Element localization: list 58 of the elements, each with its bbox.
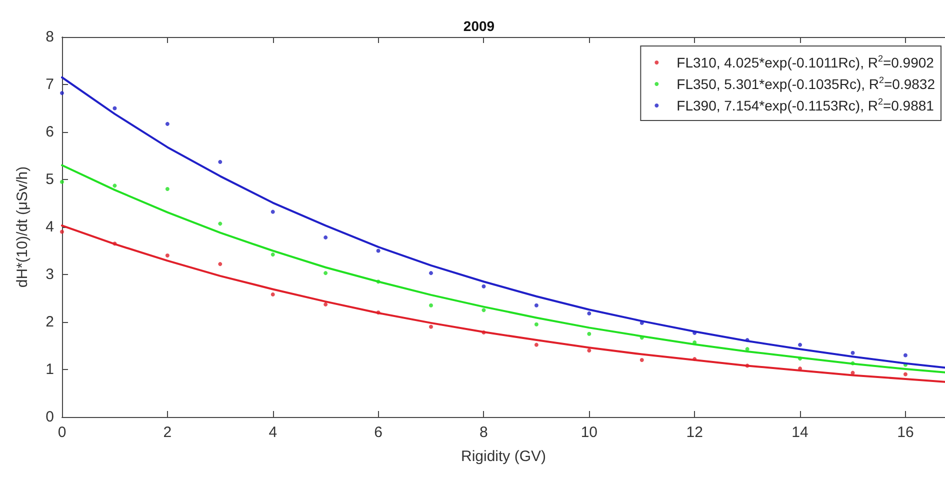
point bbox=[270, 252, 275, 257]
point bbox=[534, 322, 538, 326]
point bbox=[587, 348, 592, 352]
chart-title: 2009 bbox=[463, 18, 495, 34]
point bbox=[429, 303, 434, 308]
y-axis-title: dH*(10)/dt (μSv/h) bbox=[14, 166, 31, 288]
point bbox=[165, 254, 170, 258]
point bbox=[534, 303, 538, 308]
x-tick-label: 8 bbox=[480, 424, 488, 441]
x-tick-label: 2 bbox=[163, 424, 172, 441]
point bbox=[165, 122, 170, 126]
y-tick-label: 0 bbox=[46, 408, 54, 426]
x-tick-label: 0 bbox=[58, 424, 66, 441]
y-tick-label: 8 bbox=[46, 28, 54, 46]
point bbox=[324, 302, 328, 306]
x-axis-title: Rigidity (GV) bbox=[460, 448, 546, 465]
x-tick-label: 12 bbox=[686, 424, 703, 441]
y-tick-label: 4 bbox=[46, 218, 54, 236]
point bbox=[534, 342, 538, 347]
point bbox=[60, 180, 64, 184]
x-tick-label: 16 bbox=[897, 424, 914, 441]
line-series bbox=[61, 224, 945, 383]
point bbox=[903, 372, 908, 376]
y-tick-label: 1 bbox=[46, 361, 54, 378]
point bbox=[482, 284, 486, 288]
point bbox=[903, 353, 908, 358]
point bbox=[60, 230, 64, 234]
point bbox=[165, 187, 170, 191]
y-tick-label: 2 bbox=[46, 314, 54, 330]
x-tick-label: 6 bbox=[374, 424, 382, 441]
point bbox=[850, 350, 855, 355]
point bbox=[587, 332, 592, 336]
point bbox=[482, 308, 486, 312]
point bbox=[218, 160, 222, 164]
x-tick-label: 10 bbox=[580, 424, 598, 441]
point bbox=[112, 106, 117, 110]
point bbox=[324, 235, 328, 240]
y-tick-label: 6 bbox=[46, 124, 54, 140]
x-tick-label: 4 bbox=[268, 424, 278, 441]
point bbox=[270, 292, 275, 296]
point bbox=[376, 248, 380, 253]
point bbox=[112, 184, 117, 188]
x-tick-label: 14 bbox=[792, 424, 808, 441]
point bbox=[587, 311, 592, 316]
point bbox=[798, 342, 802, 347]
line-series bbox=[61, 164, 945, 374]
y-tick-label: 5 bbox=[46, 171, 54, 188]
point bbox=[270, 210, 275, 214]
point bbox=[324, 271, 328, 276]
point bbox=[640, 358, 644, 362]
point bbox=[429, 271, 434, 276]
point bbox=[218, 222, 222, 226]
point bbox=[60, 91, 64, 96]
line-series bbox=[61, 76, 945, 369]
y-tick-label: 7 bbox=[46, 76, 54, 93]
y-tick-label: 3 bbox=[46, 266, 54, 283]
point bbox=[429, 324, 434, 329]
point bbox=[218, 262, 222, 266]
